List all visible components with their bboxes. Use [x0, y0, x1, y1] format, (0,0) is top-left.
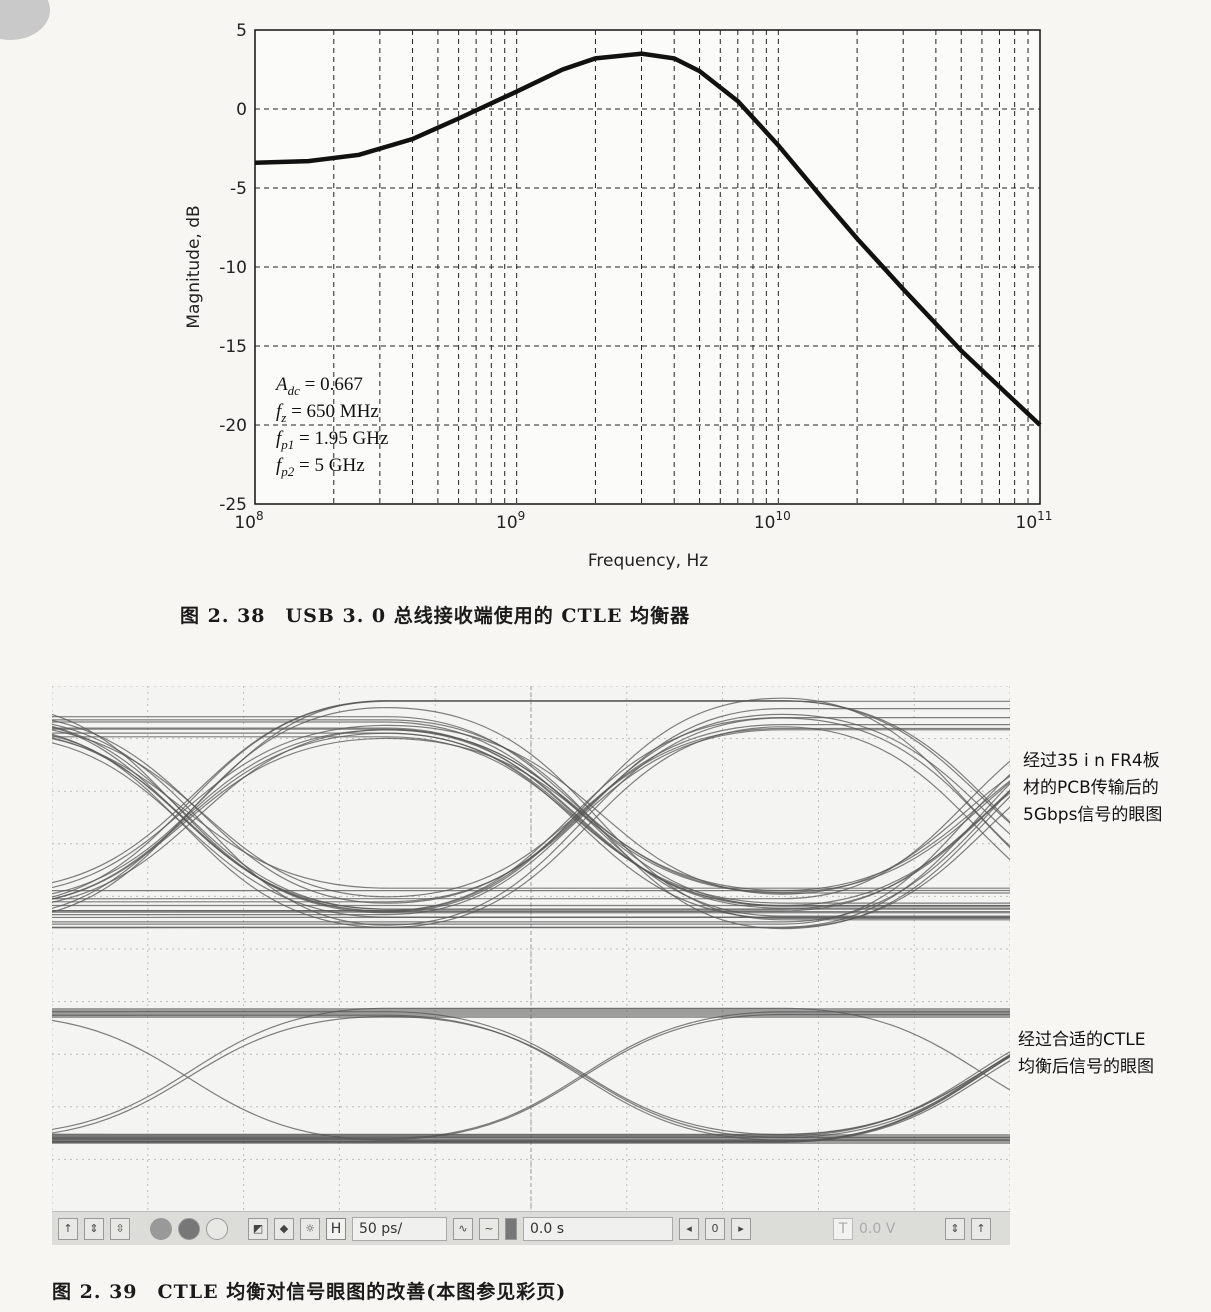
note-top-eye: 经过35 i n FR4板 材的PCB传输后的 5Gbps信号的眼图: [1023, 751, 1163, 825]
y-tick-label: -25: [219, 495, 247, 515]
eye-trace: [52, 789, 1010, 923]
eye-trace: [52, 713, 1010, 913]
annotation-line: fz = 650 MHz: [276, 401, 379, 425]
y-tick-label: 0: [236, 100, 247, 120]
eye-trace: [52, 724, 1010, 898]
y-tick-label: -15: [219, 337, 247, 357]
eye-trace: [52, 729, 1010, 917]
y-tick-label: -10: [219, 258, 247, 278]
trigger-level[interactable]: 0.0 V: [859, 1220, 896, 1237]
figure-caption-2-38: 图 2. 38 USB 3. 0 总线接收端使用的 CTLE 均衡器: [180, 605, 691, 627]
nav-left-icon[interactable]: ◂: [679, 1217, 699, 1240]
arrow-up-right-icon[interactable]: ↑: [971, 1217, 991, 1240]
x-tick-label: 1011: [1016, 509, 1053, 533]
eye-trace: [52, 729, 1010, 909]
x-axis-label: Frequency, Hz: [588, 551, 708, 571]
single-mode-icon[interactable]: [206, 1217, 228, 1240]
eye-trace: [52, 760, 1010, 900]
eye-diagram-after-ctle: [52, 1007, 1010, 1144]
nav-right-icon[interactable]: ▸: [731, 1217, 751, 1240]
eye-trace: [52, 713, 1010, 904]
eye-trace: [52, 728, 1010, 892]
eye-trace: [52, 782, 1010, 928]
arrow-up-icon[interactable]: ↑: [58, 1217, 78, 1240]
y-tick-label: 5: [236, 21, 247, 41]
timebase-field[interactable]: 50 ps/: [352, 1216, 447, 1241]
eye-trace: [52, 719, 1010, 930]
annotation-line: fp2 = 5 GHz: [276, 455, 365, 479]
eye-trace: [52, 708, 1010, 903]
eye-trace: [52, 737, 1010, 914]
level-stepper-icon[interactable]: ⇕: [945, 1217, 965, 1240]
eye-trace: [52, 738, 1010, 889]
eye-trace: [52, 732, 1010, 907]
eye-trace: [52, 726, 1010, 929]
trigger-marker-icon[interactable]: [505, 1217, 517, 1240]
step-arrows-icon[interactable]: ⇳: [110, 1217, 130, 1240]
trigger-label: T: [833, 1217, 853, 1240]
autoscale-icon[interactable]: ◩: [248, 1217, 268, 1240]
eye-trace: [52, 732, 1010, 919]
eye-diagram-before-ctle: [52, 697, 1010, 930]
eye-trace: [52, 721, 1010, 894]
eye-trace: [52, 716, 1010, 893]
eye-trace: [52, 725, 1010, 910]
x-tick-label: 1010: [754, 509, 791, 533]
x-tick-label: 109: [496, 509, 525, 533]
annotation-line: Adc = 0.667: [274, 374, 363, 398]
eye-trace: [52, 727, 1010, 907]
scope-toolbar: ↑ ⇕ ⇳ ◩ ◆ ☼ H 50 ps/ ∿ ~ 0.0 s ◂ 0 ▸ T 0…: [52, 1211, 1010, 1245]
x-tick-label: 108: [234, 509, 263, 533]
brightness-icon[interactable]: ☼: [300, 1217, 320, 1240]
eye-diagram-screen: [52, 686, 1010, 1212]
y-tick-labels: 5 0 -5 -10 -15 -20 -25: [219, 21, 247, 515]
nav-value[interactable]: 0: [705, 1217, 725, 1240]
eye-trace: [52, 727, 1010, 912]
delay-field[interactable]: 0.0 s: [523, 1216, 673, 1241]
eye-rail: [52, 1008, 1010, 1018]
eye-trace: [52, 697, 1010, 913]
annotation-line: fp1 = 1.95 GHz: [276, 428, 388, 452]
eye-rail: [52, 1134, 1010, 1144]
ctle-response-chart: 5 0 -5 -10 -15 -20 -25 108 109 1010 1011 Frequenc…: [184, 21, 1052, 571]
waveform-icon[interactable]: ∿: [453, 1217, 473, 1240]
eye-trace: [52, 729, 1010, 916]
eye-trace: [52, 724, 1010, 895]
eraser-icon[interactable]: ◆: [274, 1217, 294, 1240]
figure-caption-2-39: 图 2. 39 CTLE 均衡对信号眼图的改善(本图参见彩页): [52, 1281, 567, 1303]
x-tick-labels: 108 109 1010 1011: [234, 509, 1052, 533]
horizontal-label: H: [326, 1217, 346, 1240]
y-tick-label: -5: [230, 179, 247, 199]
eye-trace: [52, 736, 1010, 904]
y-axis-label: Magnitude, dB: [184, 205, 204, 328]
zoom-stepper-icon[interactable]: ⇕: [84, 1217, 104, 1240]
oscilloscope-display: [52, 686, 1010, 1212]
run-mode-icon[interactable]: [150, 1217, 172, 1240]
eye-trace: [52, 706, 1010, 921]
magnitude-curve: [254, 51, 1042, 427]
stop-mode-icon[interactable]: [178, 1217, 200, 1240]
eye-trace: [52, 700, 1010, 898]
parameter-annotation: Adc = 0.667 fz = 650 MHz fp1 = 1.95 GHz fp2…: [274, 374, 388, 479]
note-bottom-eye: 经过合适的CTLE 均衡后信号的眼图: [1018, 1030, 1154, 1077]
sine-icon[interactable]: ~: [479, 1217, 499, 1240]
y-tick-label: -20: [219, 416, 247, 436]
scope-grid: [52, 686, 1010, 1212]
chart-grid: [255, 30, 1040, 504]
